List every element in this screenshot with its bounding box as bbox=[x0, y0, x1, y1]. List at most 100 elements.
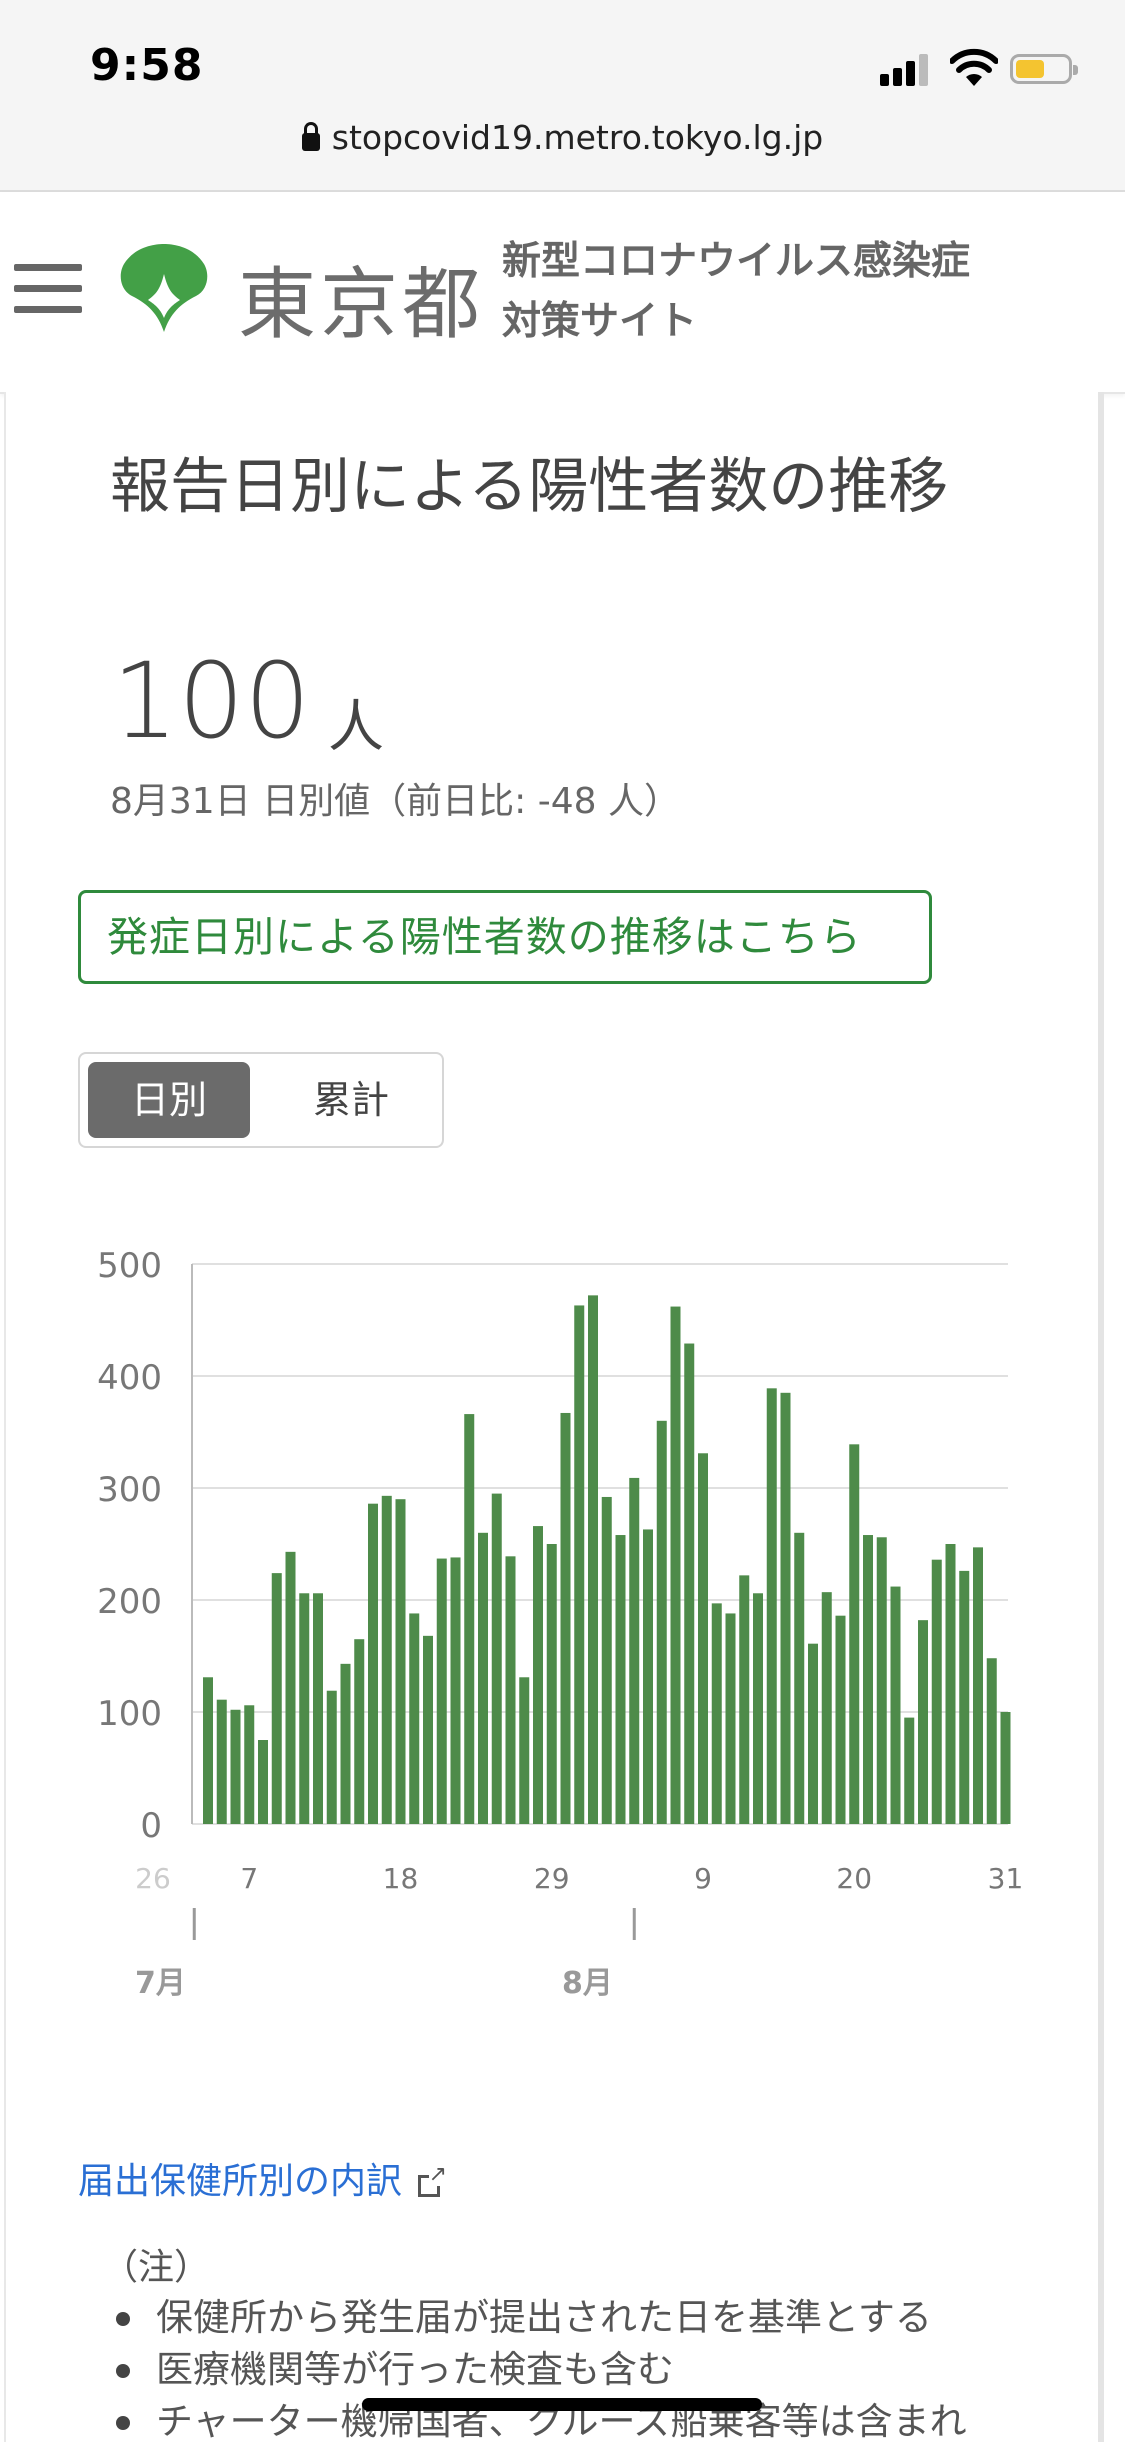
chart-bar bbox=[533, 1526, 543, 1824]
y-tick-label: 0 bbox=[140, 1806, 162, 1846]
chart-bar bbox=[450, 1557, 461, 1824]
chart-bar bbox=[601, 1496, 612, 1824]
chart-bar bbox=[670, 1306, 681, 1824]
x-tick-label: 18 bbox=[383, 1862, 419, 1895]
chart-bar bbox=[258, 1740, 268, 1824]
chart-bar bbox=[808, 1643, 818, 1824]
chart-bar bbox=[656, 1420, 667, 1824]
chart-bar bbox=[464, 1414, 475, 1824]
daily-value-unit: 人 bbox=[328, 695, 384, 760]
chart-bar bbox=[876, 1537, 887, 1824]
chart-bar bbox=[849, 1444, 860, 1824]
wifi-icon bbox=[950, 48, 998, 86]
chart-bar bbox=[491, 1493, 502, 1824]
chart-bar bbox=[739, 1575, 750, 1824]
chart-bar bbox=[931, 1559, 942, 1824]
chart-bar bbox=[753, 1593, 763, 1824]
month-label-july: 7月 bbox=[135, 1966, 186, 2001]
tokyo-logo-text[interactable]: 東京都 bbox=[238, 260, 485, 350]
chart-bar bbox=[588, 1295, 598, 1824]
note-item: 保健所から発生届が提出された日を基準とする bbox=[102, 2292, 1062, 2344]
y-tick-label: 100 bbox=[97, 1694, 162, 1734]
chart-bar bbox=[271, 1573, 282, 1824]
x-tick-label: 26 bbox=[135, 1862, 171, 1895]
chart-bar bbox=[395, 1499, 406, 1824]
clock: 9:58 bbox=[90, 40, 204, 91]
toggle-daily-button[interactable]: 日別 bbox=[88, 1062, 250, 1138]
chart-bar bbox=[945, 1544, 956, 1824]
site-header: 東京都 新型コロナウイルス感染症 対策サイト bbox=[0, 192, 1125, 394]
y-tick-label: 200 bbox=[97, 1582, 162, 1622]
site-title-line1: 新型コロナウイルス感染症 bbox=[502, 239, 971, 284]
chart-bar bbox=[986, 1658, 997, 1824]
chart-bar bbox=[409, 1613, 420, 1824]
home-indicator bbox=[362, 2398, 762, 2411]
chart-bar bbox=[780, 1392, 791, 1824]
chart-bar bbox=[230, 1709, 241, 1824]
chart-bar bbox=[1000, 1712, 1011, 1824]
chart-bar bbox=[698, 1453, 708, 1824]
bar-chart-svg: 0 100 200 300 400 500 26 7 18 29 9 20 31 bbox=[97, 1246, 1023, 1940]
health-center-breakdown-link[interactable]: 届出保健所別の内訳 bbox=[78, 2152, 448, 2204]
y-tick-label: 500 bbox=[97, 1246, 162, 1286]
chart-bar bbox=[340, 1663, 351, 1824]
chart-bar bbox=[821, 1592, 832, 1824]
chart-bar bbox=[368, 1503, 378, 1824]
chart-bar bbox=[299, 1593, 310, 1824]
chart-bar bbox=[615, 1535, 626, 1824]
daily-value: 100 bbox=[112, 640, 311, 762]
ginkgo-logo-icon[interactable] bbox=[118, 244, 210, 336]
onset-date-link-button[interactable]: 発症日別による陽性者数の推移はこちら bbox=[78, 890, 932, 984]
chart-bar bbox=[918, 1620, 928, 1824]
chart-bar bbox=[313, 1593, 323, 1824]
chart-bar bbox=[904, 1717, 915, 1824]
x-tick-label: 9 bbox=[694, 1862, 712, 1895]
positive-cases-chart: 0 100 200 300 400 500 26 7 18 29 9 20 31 bbox=[6, 1220, 1098, 1940]
chart-bar bbox=[519, 1677, 530, 1824]
external-link-icon bbox=[418, 2164, 448, 2197]
lock-icon bbox=[301, 122, 320, 151]
chart-bar bbox=[711, 1603, 722, 1824]
chart-bar bbox=[574, 1305, 585, 1824]
chart-bar bbox=[244, 1705, 255, 1824]
chart-bar bbox=[643, 1529, 653, 1824]
hamburger-menu-icon[interactable] bbox=[14, 264, 82, 314]
daily-cumulative-toggle: 日別 累計 bbox=[78, 1052, 444, 1148]
x-tick-label: 29 bbox=[534, 1862, 570, 1895]
y-tick-label: 300 bbox=[97, 1470, 162, 1510]
site-title[interactable]: 新型コロナウイルス感染症 対策サイト bbox=[502, 232, 1022, 352]
chart-bar bbox=[973, 1547, 983, 1824]
chart-bar bbox=[835, 1615, 846, 1824]
chart-bar bbox=[354, 1639, 365, 1824]
chart-bar bbox=[478, 1532, 488, 1824]
positive-cases-card: 報告日別による陽性者数の推移 100 人 8月31日 日別値（前日比: -48 … bbox=[4, 392, 1104, 2443]
battery-icon bbox=[1010, 54, 1078, 84]
chart-bar bbox=[684, 1343, 695, 1824]
chart-bar bbox=[890, 1586, 901, 1824]
site-title-line2: 対策サイト bbox=[502, 299, 698, 344]
chart-bar bbox=[423, 1635, 433, 1824]
toggle-cumulative-button[interactable]: 累計 bbox=[312, 1078, 389, 1122]
notes-heading: （注） bbox=[102, 2247, 211, 2288]
chart-bar bbox=[560, 1412, 571, 1824]
chart-bar bbox=[863, 1535, 873, 1824]
outlink-label: 届出保健所別の内訳 bbox=[78, 2161, 403, 2202]
chart-bar bbox=[725, 1613, 736, 1824]
chart-bar bbox=[546, 1544, 557, 1824]
note-item: 医療機関等が行った検査も含む bbox=[102, 2344, 1062, 2396]
y-tick-label: 400 bbox=[97, 1358, 162, 1398]
month-label-august: 8月 bbox=[562, 1966, 613, 2001]
card-title: 報告日別による陽性者数の推移 bbox=[110, 452, 949, 522]
x-tick-label: 20 bbox=[836, 1862, 872, 1895]
url-text: stopcovid19.metro.tokyo.lg.jp bbox=[331, 118, 824, 157]
chart-bar bbox=[766, 1388, 777, 1824]
address-bar[interactable]: stopcovid19.metro.tokyo.lg.jp bbox=[0, 118, 1125, 157]
chart-bar bbox=[436, 1558, 447, 1824]
chart-bar bbox=[794, 1532, 805, 1824]
chart-bar bbox=[959, 1570, 970, 1824]
chart-bar bbox=[216, 1699, 227, 1824]
status-bar: 9:58 stopcovid19.metro.tokyo.lg.jp bbox=[0, 0, 1125, 192]
chart-bar bbox=[505, 1556, 516, 1824]
chart-bar bbox=[326, 1690, 337, 1824]
chart-bar bbox=[203, 1677, 213, 1824]
